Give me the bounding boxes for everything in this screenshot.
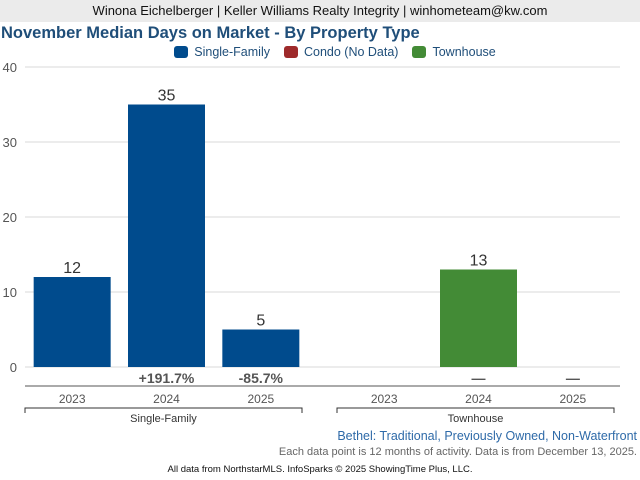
legend-label: Single-Family xyxy=(194,45,270,59)
x-tick-label: 2025 xyxy=(247,392,274,406)
legend-label: Condo (No Data) xyxy=(303,45,399,59)
legend-item-townhouse[interactable]: Townhouse xyxy=(412,45,496,59)
y-tick-label: 40 xyxy=(3,60,17,75)
y-tick-label: 30 xyxy=(3,135,17,150)
bar-value-label: 5 xyxy=(256,313,265,330)
bar-single-family-2023[interactable] xyxy=(33,277,111,367)
bar-single-family-2025[interactable] xyxy=(222,329,300,368)
group-bracket xyxy=(24,407,303,413)
x-tick-label: 2023 xyxy=(371,392,398,406)
group-bracket xyxy=(336,407,615,413)
x-tick-label: 2025 xyxy=(559,392,586,406)
group-label: Townhouse xyxy=(448,413,504,425)
source-footer: All data from NorthstarMLS. InfoSparks ©… xyxy=(167,464,473,475)
legend-swatch-condo xyxy=(283,46,298,58)
legend-item-condo[interactable]: Condo (No Data) xyxy=(283,45,399,59)
bar-single-family-2024[interactable] xyxy=(128,104,205,368)
legend-label: Townhouse xyxy=(432,45,496,59)
chart-legend: Single-Family Condo (No Data) Townhouse xyxy=(0,45,640,59)
legend-swatch-single-family xyxy=(174,46,189,58)
percent-change-label: — xyxy=(472,370,486,386)
y-tick-label: 20 xyxy=(3,210,17,225)
x-tick-label: 2024 xyxy=(465,392,492,406)
data-period-note: Each data point is 12 months of activity… xyxy=(278,446,637,458)
agent-header: Winona Eichelberger | Keller Williams Re… xyxy=(0,0,640,22)
x-tick-label: 2023 xyxy=(59,392,86,406)
y-tick-label: 0 xyxy=(10,360,17,375)
group-label: Single-Family xyxy=(130,413,197,425)
legend-swatch-townhouse xyxy=(412,46,427,58)
y-tick-label: 10 xyxy=(3,285,17,300)
bar-townhouse-2024[interactable] xyxy=(440,269,517,368)
bar-value-label: 12 xyxy=(63,260,81,277)
x-tick-label: 2024 xyxy=(153,392,180,406)
percent-change-label: -85.7% xyxy=(239,370,284,386)
bar-value-label: 35 xyxy=(158,88,176,105)
percent-change-label: — xyxy=(566,370,580,386)
chart-title: November Median Days on Market - By Prop… xyxy=(1,24,420,42)
location-filter-note: Bethel: Traditional, Previously Owned, N… xyxy=(337,429,637,443)
percent-change-label: +191.7% xyxy=(139,370,195,386)
legend-item-single-family[interactable]: Single-Family xyxy=(174,45,270,59)
bar-value-label: 13 xyxy=(470,253,488,270)
